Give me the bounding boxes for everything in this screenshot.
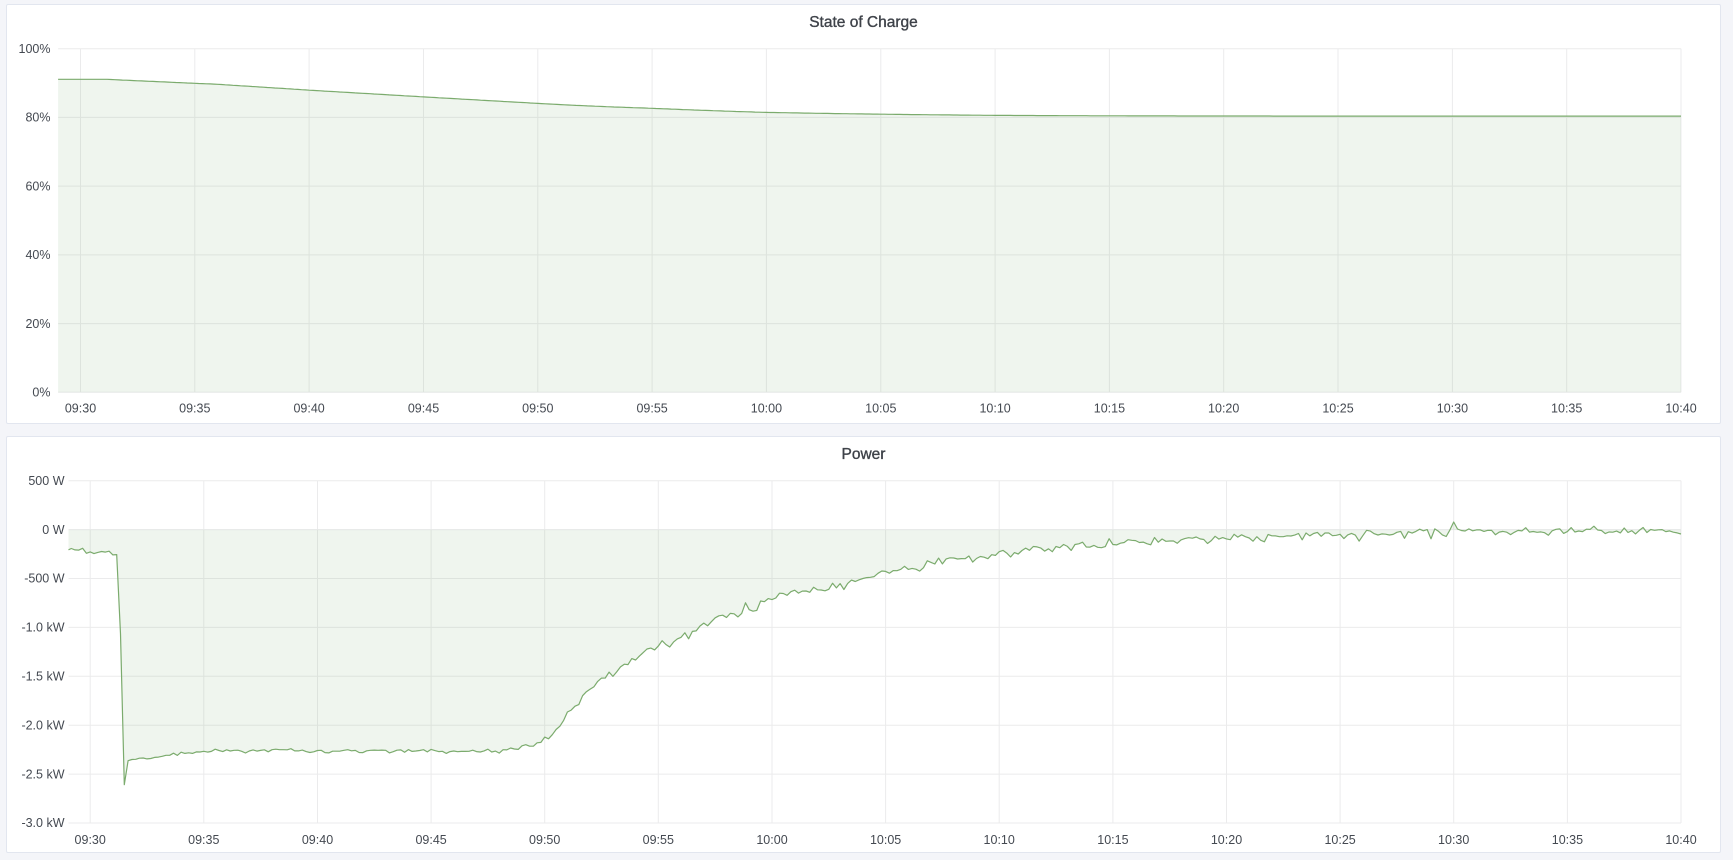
svg-text:-2.5 kW: -2.5 kW — [21, 767, 64, 781]
svg-text:10:15: 10:15 — [1097, 833, 1128, 847]
svg-text:10:25: 10:25 — [1324, 833, 1355, 847]
svg-text:10:20: 10:20 — [1208, 402, 1239, 416]
svg-text:10:35: 10:35 — [1551, 402, 1582, 416]
svg-text:-1.0 kW: -1.0 kW — [21, 621, 64, 635]
svg-text:10:00: 10:00 — [756, 833, 787, 847]
svg-text:09:30: 09:30 — [65, 402, 96, 416]
svg-text:10:25: 10:25 — [1322, 402, 1353, 416]
svg-text:60%: 60% — [25, 179, 50, 193]
svg-text:-3.0 kW: -3.0 kW — [21, 816, 64, 830]
svg-text:09:55: 09:55 — [636, 402, 667, 416]
svg-text:09:35: 09:35 — [188, 833, 219, 847]
svg-text:09:55: 09:55 — [643, 833, 674, 847]
svg-text:10:10: 10:10 — [979, 402, 1010, 416]
svg-text:09:50: 09:50 — [529, 833, 560, 847]
svg-text:10:30: 10:30 — [1437, 402, 1468, 416]
svg-text:10:40: 10:40 — [1665, 402, 1696, 416]
svg-text:10:15: 10:15 — [1094, 402, 1125, 416]
svg-text:09:45: 09:45 — [408, 402, 439, 416]
svg-text:10:40: 10:40 — [1665, 833, 1696, 847]
svg-text:10:30: 10:30 — [1438, 833, 1469, 847]
svg-text:0 W: 0 W — [42, 523, 64, 537]
svg-text:20%: 20% — [25, 317, 50, 331]
svg-text:09:30: 09:30 — [75, 833, 106, 847]
svg-text:09:35: 09:35 — [179, 402, 210, 416]
svg-text:10:20: 10:20 — [1211, 833, 1242, 847]
svg-text:0%: 0% — [32, 386, 50, 400]
svg-text:-500 W: -500 W — [24, 572, 64, 586]
svg-text:09:40: 09:40 — [293, 402, 324, 416]
svg-text:80%: 80% — [25, 111, 50, 125]
svg-text:09:40: 09:40 — [302, 833, 333, 847]
svg-text:500 W: 500 W — [28, 474, 64, 488]
svg-text:09:50: 09:50 — [522, 402, 553, 416]
svg-text:10:35: 10:35 — [1552, 833, 1583, 847]
svg-text:100%: 100% — [19, 42, 51, 56]
svg-text:10:05: 10:05 — [870, 833, 901, 847]
svg-text:09:45: 09:45 — [415, 833, 446, 847]
svg-text:-2.0 kW: -2.0 kW — [21, 718, 64, 732]
svg-text:-1.5 kW: -1.5 kW — [21, 670, 64, 684]
svg-text:10:05: 10:05 — [865, 402, 896, 416]
svg-text:10:10: 10:10 — [984, 833, 1015, 847]
svg-text:40%: 40% — [25, 248, 50, 262]
svg-text:10:00: 10:00 — [751, 402, 782, 416]
